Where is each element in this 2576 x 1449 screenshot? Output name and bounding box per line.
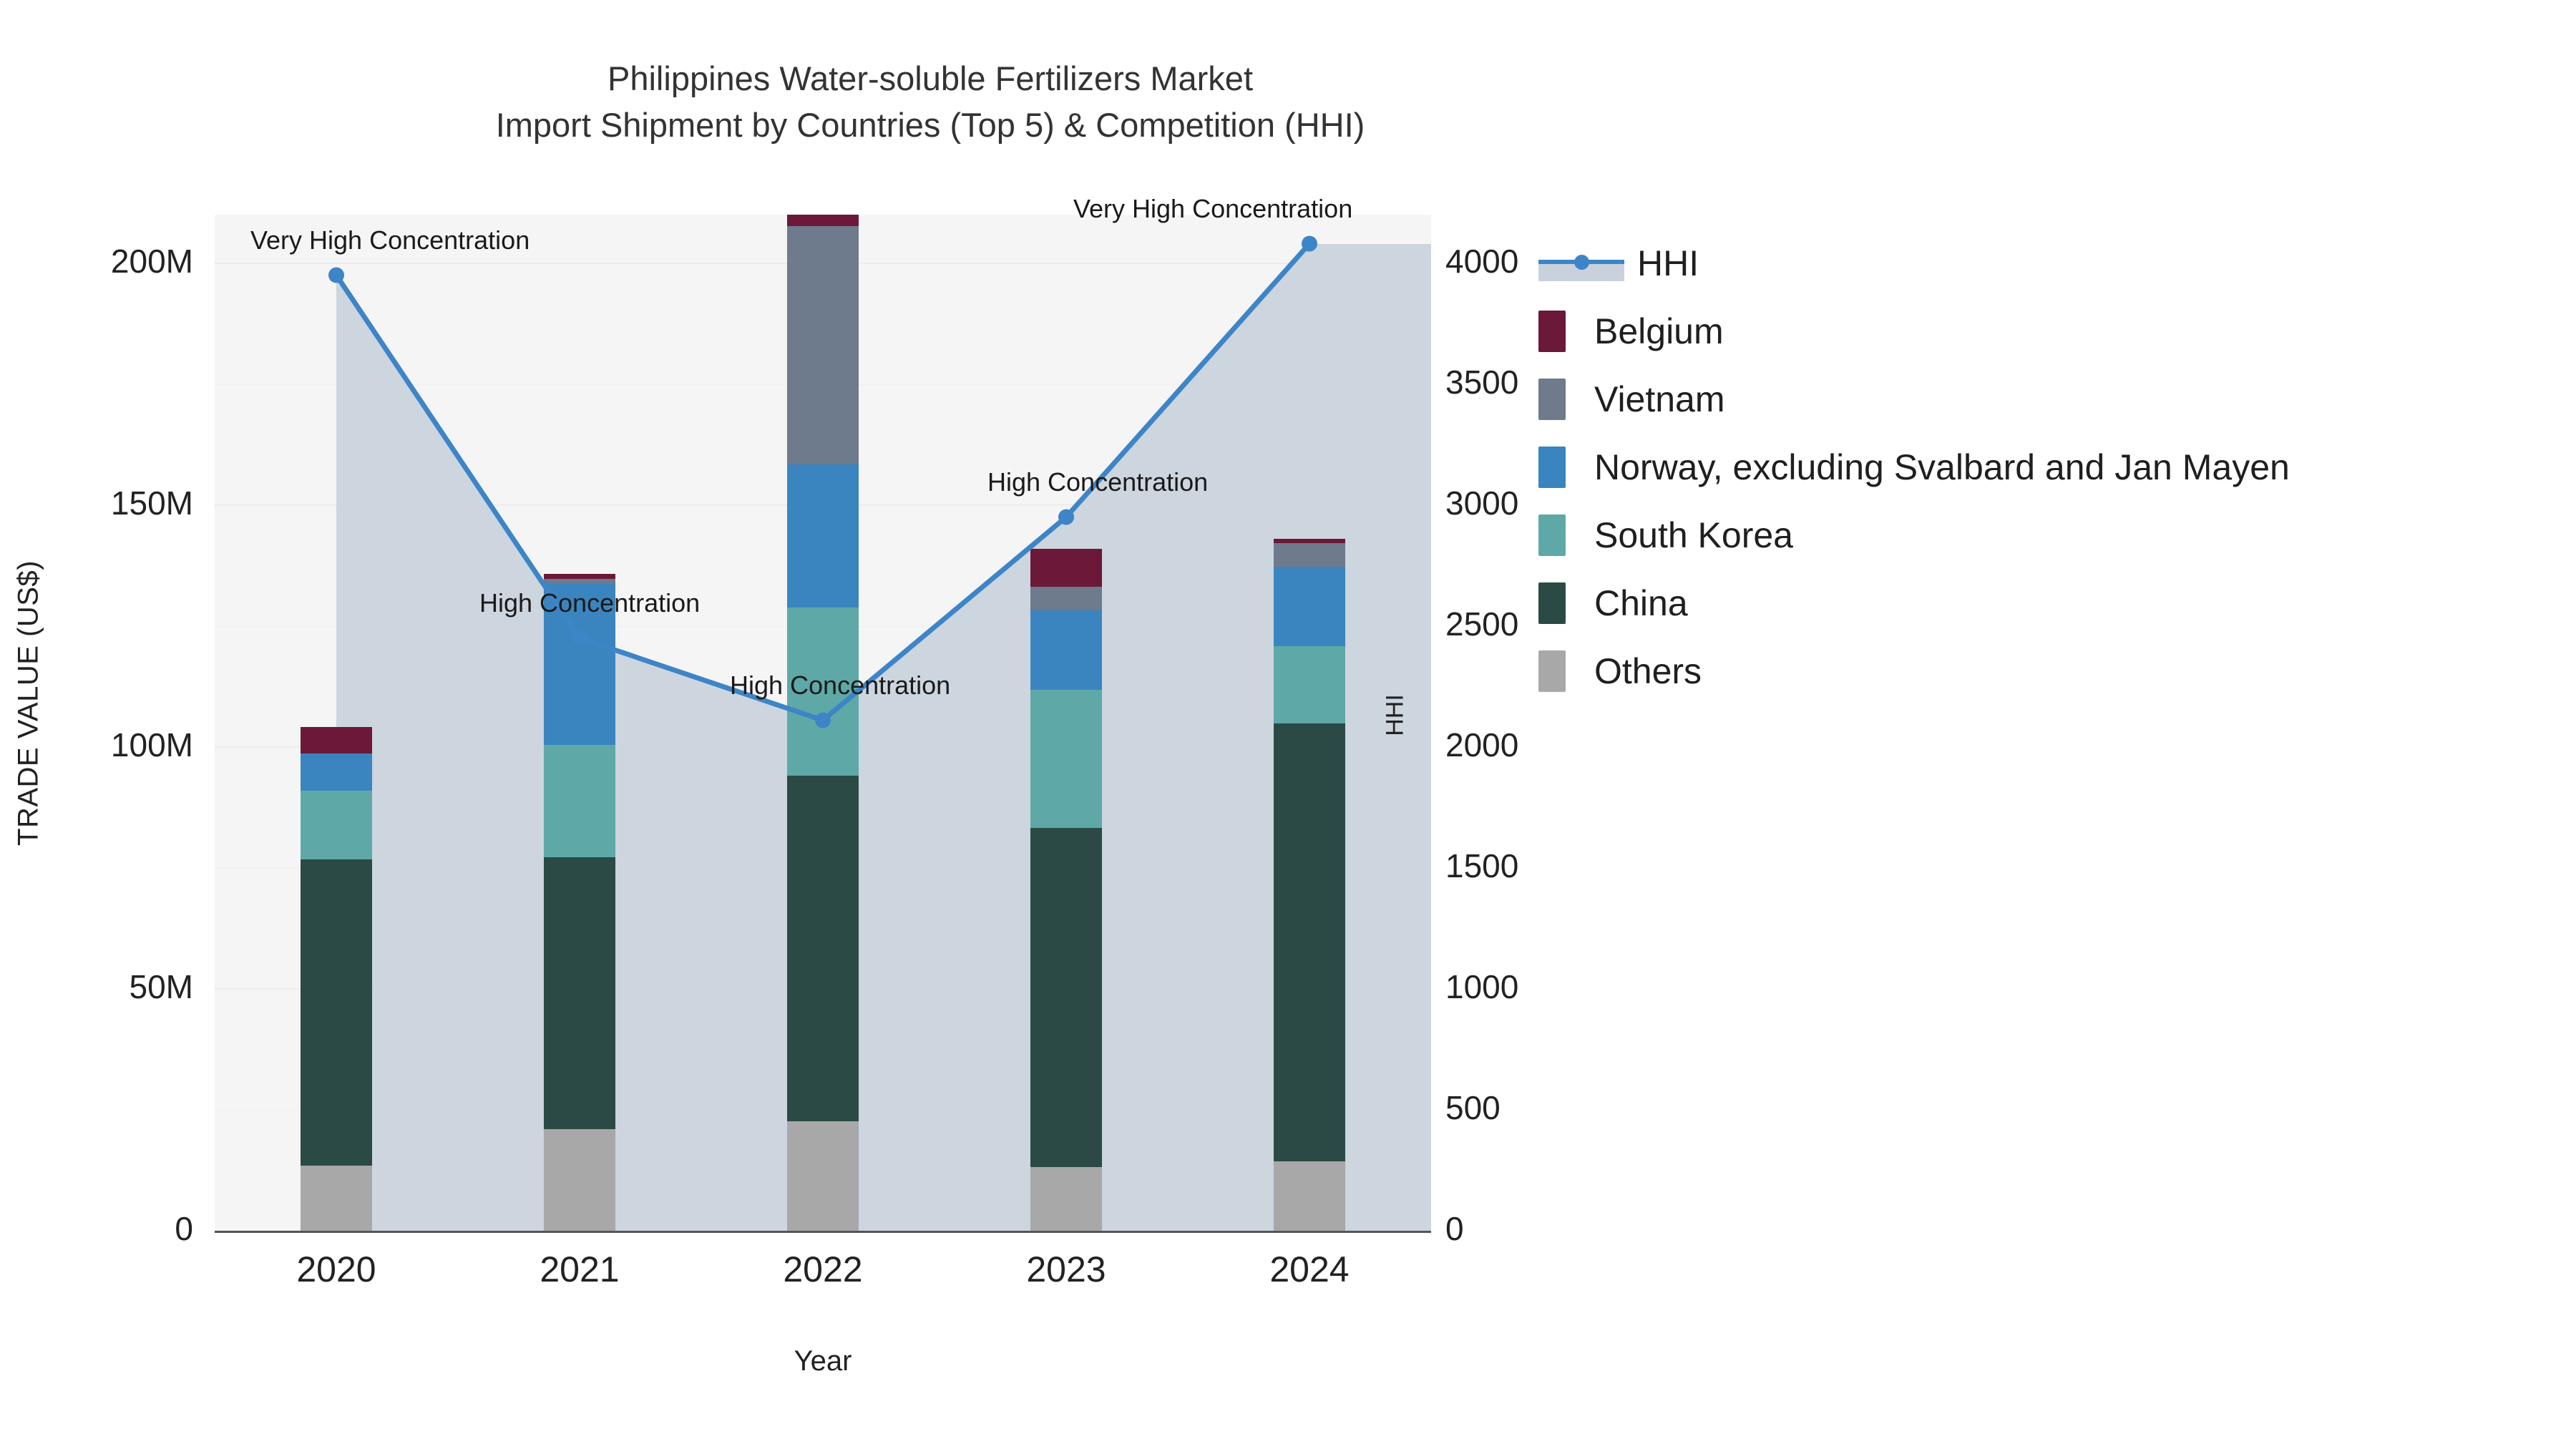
- bar-segment[interactable]: [301, 859, 372, 1166]
- bar-segment[interactable]: [787, 215, 859, 226]
- legend-item-label: Belgium: [1594, 311, 1724, 351]
- bar-segment[interactable]: [1274, 567, 1345, 647]
- bar-segment[interactable]: [301, 791, 372, 860]
- x-axis-title: Year: [794, 1345, 852, 1377]
- legend-color-swatch: [1538, 310, 1566, 352]
- y-axis-right-tick: 3000: [1445, 484, 1519, 522]
- plot-area: [215, 215, 1431, 1231]
- bar-segment[interactable]: [1030, 827, 1102, 1168]
- legend-item[interactable]: Norway, excluding Svalbard and Jan Mayen: [1538, 433, 2562, 501]
- bar-segment[interactable]: [1274, 646, 1345, 724]
- plot-clip: [215, 215, 1431, 1231]
- legend-item[interactable]: Belgium: [1538, 297, 2562, 365]
- y-axis-right-tick: 4000: [1445, 242, 1519, 280]
- legend-item[interactable]: South Korea: [1538, 501, 2562, 569]
- annotation-label: High Concentration: [479, 587, 701, 618]
- legend-item[interactable]: HHI: [1538, 229, 2562, 297]
- legend-item[interactable]: Others: [1538, 637, 2562, 705]
- x-axis-line: [215, 1231, 1431, 1233]
- bar-segment[interactable]: [787, 225, 859, 464]
- legend-color-swatch: [1538, 446, 1566, 488]
- x-axis-tick: 2024: [1269, 1249, 1350, 1289]
- hhi-area-band: [336, 275, 580, 1231]
- y-axis-right-tick: 1000: [1445, 967, 1519, 1005]
- bar-segment[interactable]: [1030, 1167, 1102, 1231]
- y-axis-right-tick: 0: [1445, 1210, 1464, 1247]
- y-axis-left-tick: 0: [175, 1210, 193, 1247]
- y-axis-right-tick: 500: [1445, 1088, 1501, 1126]
- bar-stack[interactable]: [301, 215, 372, 1231]
- y-axis-right-tick: 1500: [1445, 847, 1519, 884]
- x-axis-tick: 2022: [783, 1249, 863, 1289]
- legend-color-swatch: [1538, 582, 1566, 624]
- chart-title-line-1: Philippines Water-soluble Fertilizers Ma…: [608, 59, 1253, 97]
- bar-segment[interactable]: [544, 1129, 615, 1231]
- bar-segment[interactable]: [544, 579, 615, 584]
- annotation-label: Very High Concentration: [250, 225, 530, 255]
- legend-item-label: Norway, excluding Svalbard and Jan Mayen: [1594, 447, 2290, 487]
- legend-item[interactable]: Vietnam: [1538, 365, 2562, 433]
- chart-title-line-2: Import Shipment by Countries (Top 5) & C…: [495, 105, 1365, 144]
- y-axis-right-tick: 3500: [1445, 363, 1519, 401]
- bar-segment[interactable]: [1274, 539, 1345, 544]
- legend-item-label: China: [1594, 582, 1688, 623]
- hhi-area-band: [823, 517, 1066, 1231]
- annotation-label: Very High Concentration: [1073, 193, 1353, 223]
- y-axis-right-tick: 2500: [1445, 605, 1519, 643]
- bar-segment[interactable]: [787, 464, 859, 608]
- bar-segment[interactable]: [1030, 586, 1102, 611]
- bar-segment[interactable]: [1030, 690, 1102, 828]
- y-axis-left-tick: 100M: [110, 726, 193, 763]
- bar-segment[interactable]: [544, 574, 615, 580]
- bar-stack[interactable]: [1274, 215, 1345, 1231]
- x-axis-tick: 2023: [1026, 1249, 1106, 1289]
- bar-segment[interactable]: [1030, 548, 1102, 587]
- bar-segment[interactable]: [787, 775, 859, 1122]
- bar-segment[interactable]: [301, 727, 372, 754]
- y-axis-left-tick: 200M: [110, 242, 193, 280]
- hhi-area-band: [580, 638, 823, 1231]
- bar-stack[interactable]: [1030, 215, 1102, 1231]
- bar-stack[interactable]: [544, 215, 615, 1231]
- legend: HHI Belgium Vietnam Norway, excluding Svalb…: [1538, 229, 2562, 705]
- y-axis-left-title: TRADE VALUE (US$): [12, 560, 44, 846]
- legend-item-label: Vietnam: [1594, 379, 1725, 419]
- y-axis-right-title: HHI: [1381, 694, 1409, 736]
- bar-segment[interactable]: [1274, 723, 1345, 1162]
- bar-segment[interactable]: [301, 1166, 372, 1231]
- annotation-label: High Concentration: [987, 467, 1209, 497]
- hhi-area-band: [1066, 243, 1309, 1231]
- y-axis-left-tick: 50M: [129, 967, 193, 1005]
- chart-title: Philippines Water-soluble Fertilizers Ma…: [0, 56, 1860, 149]
- annotation-label: High Concentration: [730, 670, 951, 700]
- bar-segment[interactable]: [1274, 1161, 1345, 1231]
- bar-segment[interactable]: [544, 745, 615, 857]
- bar-stack[interactable]: [787, 215, 859, 1231]
- x-axis-tick: 2021: [540, 1249, 620, 1289]
- legend-color-swatch: [1538, 378, 1566, 420]
- legend-color-swatch: [1538, 514, 1566, 556]
- bar-segment[interactable]: [1030, 610, 1102, 690]
- legend-item[interactable]: China: [1538, 569, 2562, 637]
- bar-segment[interactable]: [787, 1121, 859, 1231]
- bar-segment[interactable]: [1274, 543, 1345, 567]
- bar-segment[interactable]: [544, 857, 615, 1129]
- x-axis-tick: 2020: [296, 1249, 376, 1289]
- legend-color-swatch: [1538, 650, 1566, 692]
- bar-segment[interactable]: [301, 753, 372, 791]
- legend-item-label: HHI: [1637, 243, 1699, 283]
- legend-line-marker: [1538, 243, 1624, 284]
- legend-line-dot: [1574, 254, 1589, 270]
- y-axis-right-tick: 2000: [1445, 726, 1519, 763]
- legend-item-label: Others: [1594, 650, 1702, 691]
- legend-item-label: South Korea: [1594, 514, 1793, 555]
- y-axis-left-tick: 150M: [110, 484, 193, 522]
